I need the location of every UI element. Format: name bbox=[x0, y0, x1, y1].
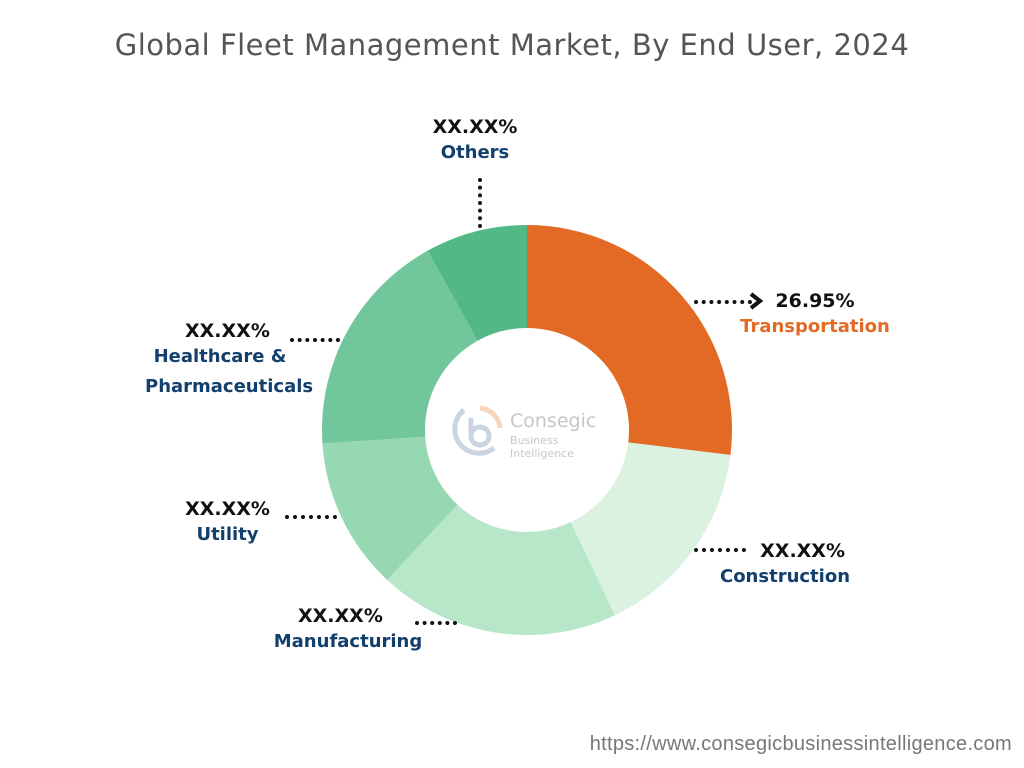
transportation-percent: 26.95% bbox=[775, 290, 855, 312]
slice-healthcare-pharmaceuticals bbox=[322, 250, 478, 444]
healthcare-leader-line bbox=[290, 338, 340, 342]
logo-name: Consegic bbox=[510, 410, 597, 432]
label-utility: XX.XX% Utility bbox=[170, 498, 285, 550]
utility-name: Utility bbox=[196, 524, 259, 545]
others-leader-line bbox=[478, 178, 482, 228]
source-url[interactable]: https://www.consegicbusinessintelligence… bbox=[589, 733, 1012, 755]
others-name: Others bbox=[440, 142, 510, 163]
manufacturing-percent: XX.XX% bbox=[298, 605, 383, 627]
utility-percent: XX.XX% bbox=[185, 498, 270, 520]
label-others: XX.XX% Others bbox=[400, 116, 550, 168]
healthcare-percent: XX.XX% bbox=[185, 320, 270, 342]
slice-construction bbox=[570, 442, 731, 616]
utility-leader-line bbox=[285, 515, 337, 519]
watermark-logo: Consegic Business Intelligence bbox=[450, 400, 620, 460]
manufacturing-name: Manufacturing bbox=[273, 631, 423, 652]
manufacturing-leader-line bbox=[415, 621, 457, 625]
healthcare-name: Healthcare & Pharmaceuticals bbox=[145, 346, 314, 397]
construction-percent: XX.XX% bbox=[760, 540, 845, 562]
logo-icon bbox=[452, 405, 503, 456]
construction-leader-line bbox=[694, 548, 746, 552]
arrow-icon bbox=[749, 292, 764, 310]
label-healthcare: XX.XX% Healthcare & Pharmaceuticals bbox=[140, 320, 330, 402]
label-manufacturing: XX.XX% Manufacturing bbox=[268, 605, 428, 657]
logo-tagline: Business Intelligence bbox=[510, 434, 575, 460]
slice-utility bbox=[322, 436, 458, 580]
slice-others bbox=[427, 225, 527, 341]
others-percent: XX.XX% bbox=[432, 116, 518, 138]
transportation-name: Transportation bbox=[740, 316, 890, 337]
chart-title: Global Fleet Management Market, By End U… bbox=[114, 28, 910, 62]
label-construction: XX.XX% Construction bbox=[715, 540, 855, 592]
construction-name: Construction bbox=[719, 566, 851, 587]
slice-manufacturing bbox=[387, 504, 615, 635]
slice-transportation bbox=[527, 225, 732, 456]
transportation-leader-line bbox=[694, 300, 752, 304]
label-transportation: 26.95% Transportation bbox=[735, 290, 895, 342]
